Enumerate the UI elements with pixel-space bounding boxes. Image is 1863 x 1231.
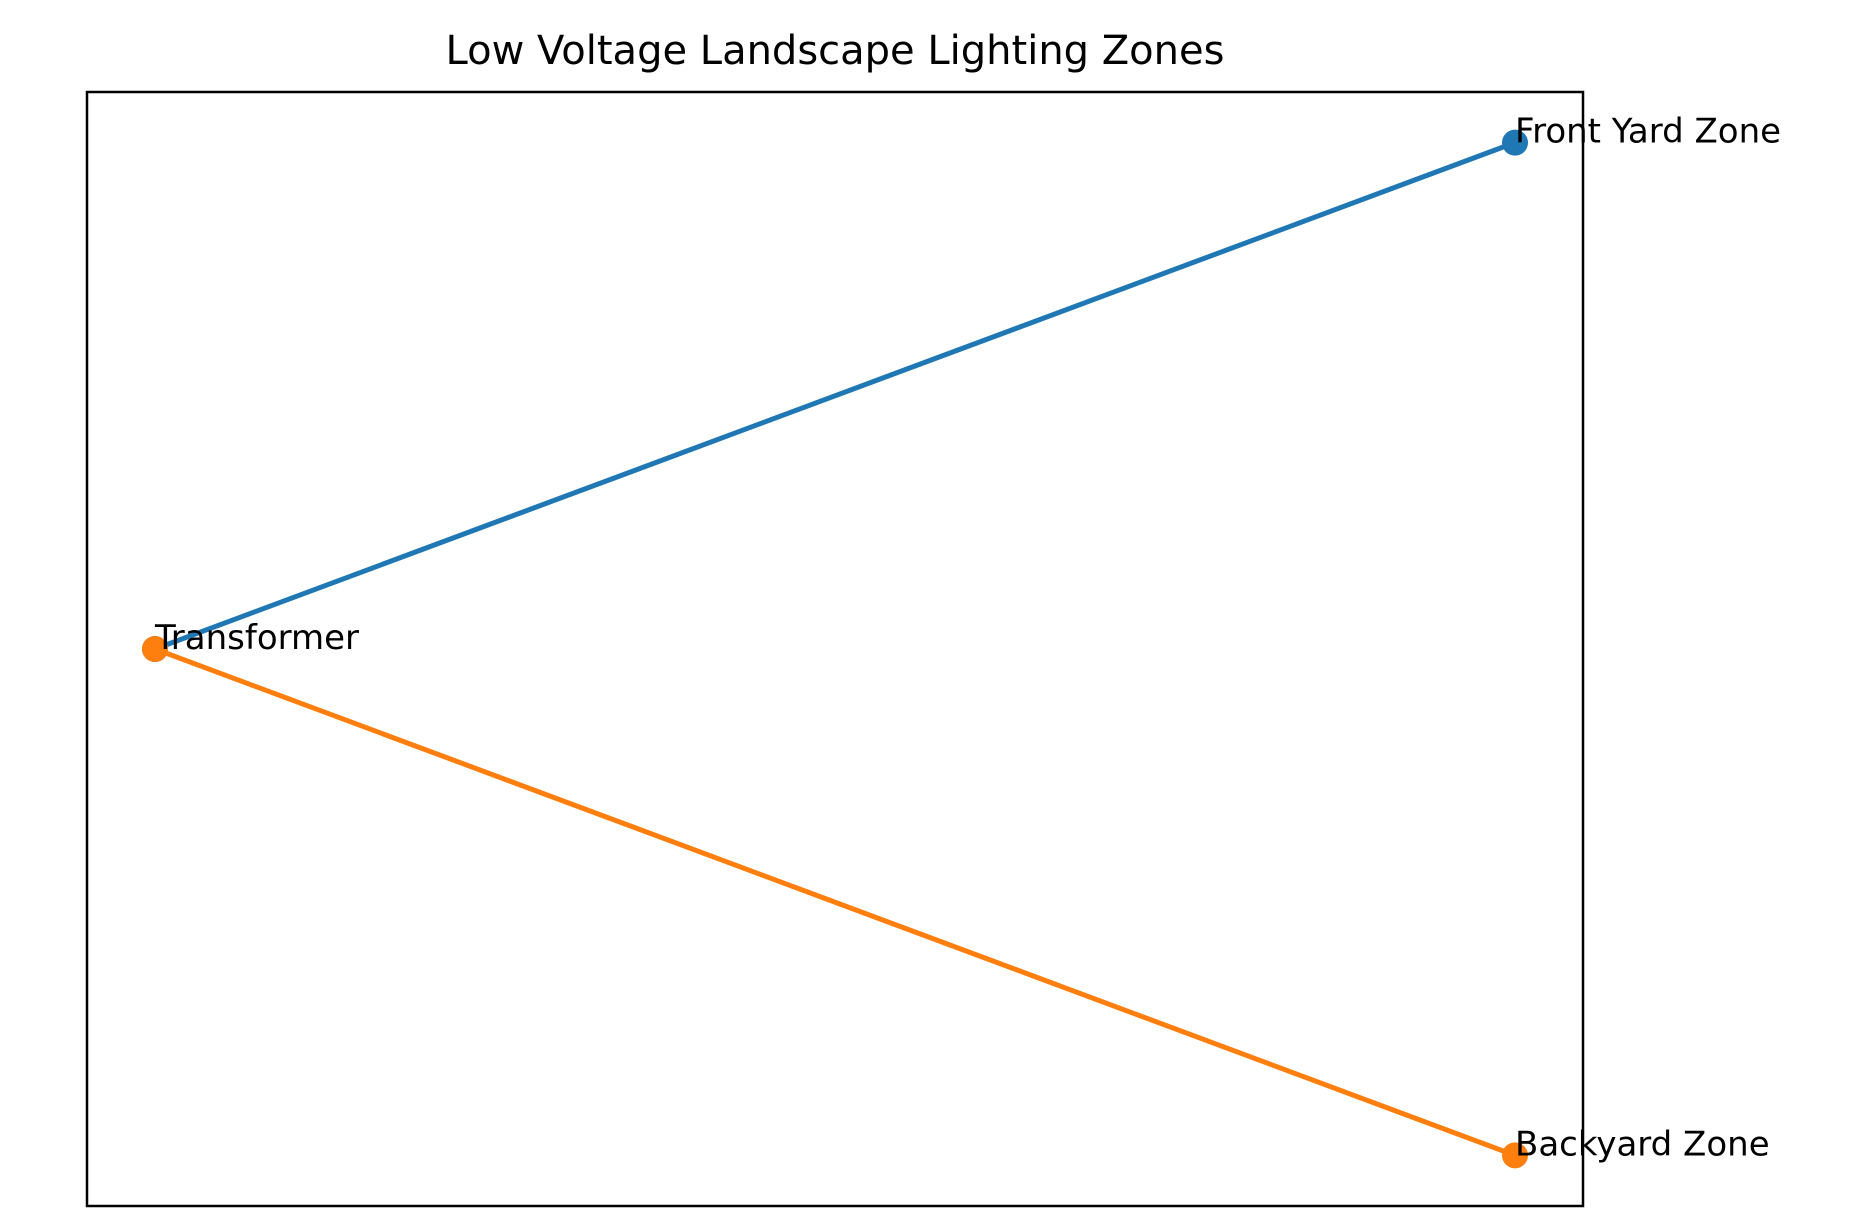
node-label: Front Yard Zone [1515, 112, 1781, 152]
point [1502, 1142, 1528, 1169]
node-label: Backyard Zone [1515, 1124, 1770, 1164]
line [151, 139, 1519, 653]
point [1502, 129, 1528, 156]
node-label: Transformer [154, 618, 359, 658]
line [151, 645, 1519, 1159]
plot-frame [85, 90, 1585, 1208]
point [142, 636, 168, 662]
chart-title: Low Voltage Landscape Lighting Zones [446, 28, 1225, 74]
